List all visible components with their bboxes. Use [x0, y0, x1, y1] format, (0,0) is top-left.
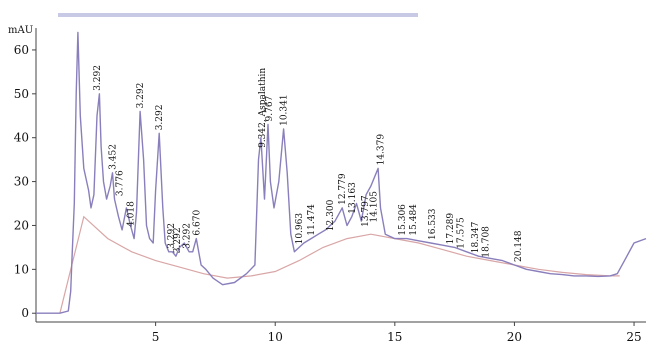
- legend-strip-bar: [58, 13, 418, 17]
- peak-label: 13.797: [361, 195, 371, 227]
- x-tick-label: 10: [268, 330, 283, 344]
- x-tick-label: 15: [387, 330, 402, 344]
- peak-label: 17.289: [446, 213, 456, 245]
- peak-label: 14.105: [369, 191, 379, 223]
- peak-label: 15.306: [398, 204, 408, 236]
- peak-label: 4.018: [127, 201, 137, 227]
- peak-label: 10.963: [295, 213, 305, 245]
- peak-label: 13.163: [348, 182, 358, 214]
- peak-label: 9.767: [265, 95, 275, 121]
- y-tick-label: 50: [14, 87, 29, 101]
- plot-area: [36, 31, 647, 314]
- signal-series-line: [36, 31, 647, 314]
- peak-label: 6.670: [192, 210, 202, 236]
- y-tick-label: 10: [14, 262, 29, 276]
- peak-label: 3.776: [116, 170, 126, 196]
- x-tick-label: 20: [507, 330, 522, 344]
- peak-label: 3.292: [167, 223, 177, 249]
- peak-label: 10.341: [280, 94, 290, 126]
- peak-label: 3.292: [136, 83, 146, 109]
- baseline-line: [59, 215, 620, 314]
- peak-label: 12.779: [338, 173, 348, 205]
- peak-labels: 3.2923.4523.7764.0183.2923.2923.2923.292…: [93, 65, 524, 262]
- y-tick-label: 40: [14, 131, 29, 145]
- peak-label: 17.575: [457, 217, 467, 249]
- y-ticks: 0 10 20 30 40 50 60: [14, 43, 36, 320]
- peak-label: 11.474: [307, 204, 317, 236]
- peak-label: 16.533: [428, 208, 438, 240]
- y-tick-label: 20: [14, 218, 29, 232]
- peak-label: 15.484: [409, 204, 419, 236]
- peak-label: 14.379: [377, 134, 387, 166]
- peak-label: 3.292: [93, 65, 103, 91]
- peak-label: 20.148: [514, 230, 524, 262]
- y-unit-label: mAU: [8, 25, 33, 36]
- y-tick-label: 0: [21, 306, 29, 320]
- peak-label: 9.342, Aspalathin: [258, 68, 268, 148]
- peak-label: 3.292: [173, 227, 183, 253]
- y-tick-label: 60: [14, 43, 29, 57]
- axes: [35, 28, 646, 323]
- peak-label: 18.347: [471, 221, 481, 253]
- y-tick-label: 30: [14, 175, 29, 189]
- peak-label: 3.452: [109, 144, 119, 170]
- x-tick-label: 5: [152, 330, 160, 344]
- legend-strip: [58, 13, 418, 17]
- peak-label: 3.292: [183, 223, 193, 249]
- x-ticks: 5 10 15 20 25: [152, 322, 642, 344]
- peak-label: 12.300: [326, 199, 336, 231]
- x-tick-label: 25: [626, 330, 641, 344]
- peak-label: 3.292: [155, 105, 165, 131]
- peak-label: 18.708: [482, 226, 492, 258]
